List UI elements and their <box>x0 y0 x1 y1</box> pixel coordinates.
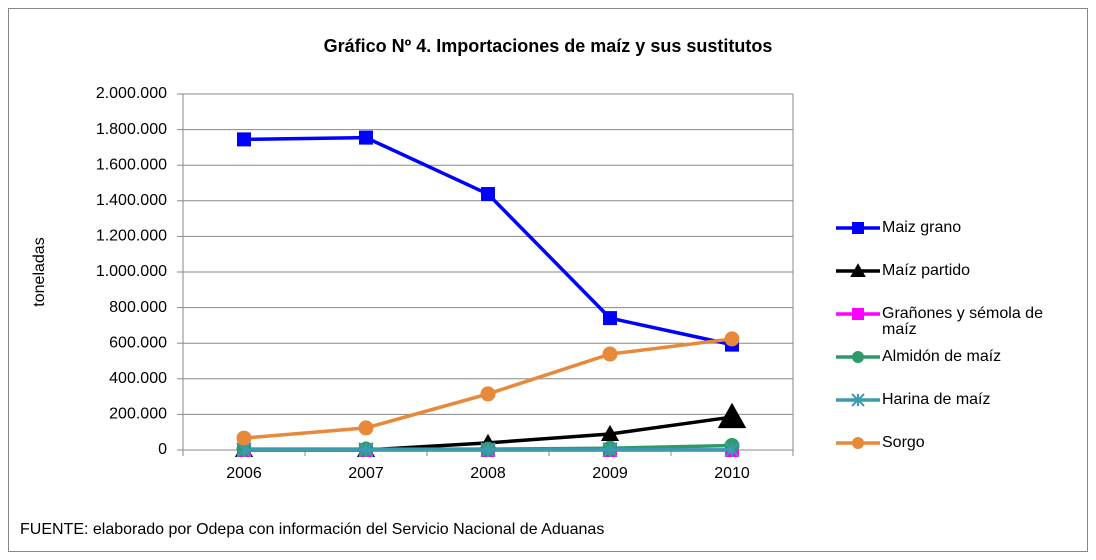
legend-label: Almidón de maíz <box>882 348 1002 365</box>
marker <box>358 420 374 436</box>
marker <box>850 263 866 277</box>
legend-label: Harina de maíz <box>882 391 991 408</box>
y-tick-label: 0 <box>158 441 167 458</box>
y-tick-label: 2.000.000 <box>96 85 167 102</box>
marker <box>237 132 251 147</box>
marker <box>480 386 496 402</box>
y-tick-label: 1.000.000 <box>96 263 167 280</box>
marker <box>852 308 864 320</box>
legend-label: Maiz grano <box>882 219 962 236</box>
marker <box>852 351 864 363</box>
x-tick-label: 2010 <box>714 465 750 482</box>
marker <box>602 346 618 362</box>
marker <box>852 437 864 449</box>
y-tick-label: 600.000 <box>109 334 167 351</box>
marker <box>236 430 252 446</box>
y-tick-label: 1.800.000 <box>96 121 167 138</box>
legend-label: Sorgo <box>882 434 925 451</box>
marker <box>358 442 374 458</box>
y-tick-label: 200.000 <box>109 406 167 423</box>
footnote: FUENTE: elaborado por Odepa con informac… <box>20 521 604 538</box>
chart-title: Gráfico Nº 4. Importaciones de maíz y su… <box>324 36 773 56</box>
marker <box>724 331 740 347</box>
marker <box>851 393 865 407</box>
marker <box>600 424 620 441</box>
legend-label: Maíz partido <box>882 262 971 279</box>
x-tick-label: 2007 <box>348 465 384 482</box>
marker <box>359 130 373 145</box>
marker <box>481 187 495 202</box>
marker <box>603 311 617 326</box>
y-tick-label: 1.200.000 <box>96 228 167 245</box>
x-tick-label: 2009 <box>592 465 628 482</box>
x-tick-label: 2006 <box>226 465 262 482</box>
y-axis-label: toneladas <box>31 237 48 306</box>
x-tick-label: 2008 <box>470 465 506 482</box>
legend-label: Grañones y sémola de maíz <box>882 305 1043 338</box>
y-tick-label: 1.400.000 <box>96 192 167 209</box>
marker <box>480 442 496 458</box>
marker <box>724 442 740 458</box>
marker <box>602 442 618 458</box>
y-tick-label: 1.600.000 <box>96 156 167 173</box>
y-tick-label: 400.000 <box>109 370 167 387</box>
y-tick-label: 800.000 <box>109 299 167 316</box>
chart-frame <box>8 8 1088 552</box>
marker <box>852 222 864 234</box>
marker <box>717 402 747 429</box>
